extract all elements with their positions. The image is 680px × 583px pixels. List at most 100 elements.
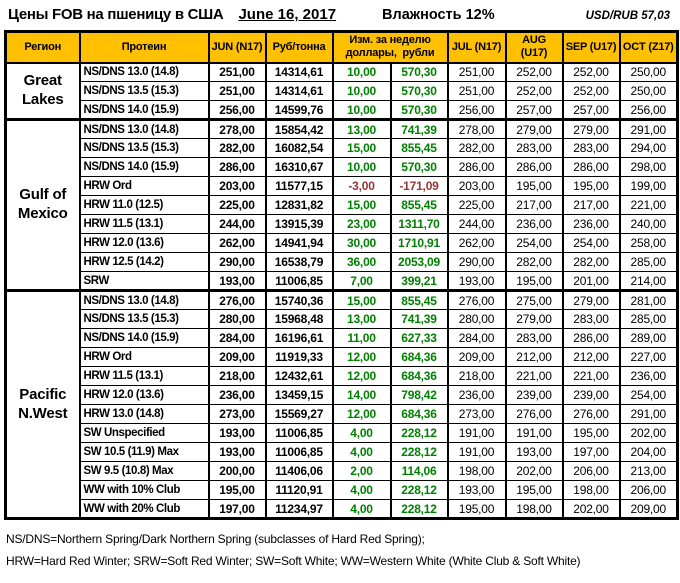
table-row: HRW 13.0 (14.8) 273,00 15569,27 12,00 684,36… (6, 404, 679, 424)
rub-per-ton-cell: 11406,06 (264, 461, 334, 481)
jul-price-cell: 193,00 (446, 271, 507, 291)
oct-price-cell: 291,00 (618, 404, 679, 424)
oct-price-cell: 214,00 (618, 271, 679, 291)
table-row: HRW 12.0 (13.6) 262,00 14941,94 30,00 1710,9… (6, 233, 679, 253)
header-jun: JUN (N17) (207, 31, 267, 64)
header-region: Регион (4, 31, 81, 64)
jun-price-cell: 256,00 (207, 100, 267, 120)
protein-cell: HRW 11.5 (13.1) (78, 366, 210, 386)
header-sep: SEP (U17) (561, 31, 621, 64)
rub-per-ton-cell: 14941,94 (264, 233, 334, 253)
aug-price-cell: 193,00 (504, 442, 564, 462)
change-rub-cell: 570,30 (389, 62, 449, 82)
aug-price-cell: 212,00 (504, 347, 564, 367)
jul-price-cell: 273,00 (446, 404, 507, 424)
aug-price-cell: 275,00 (504, 289, 564, 310)
jul-price-cell: 282,00 (446, 138, 507, 158)
aug-price-cell: 252,00 (504, 81, 564, 101)
jun-price-cell: 203,00 (207, 176, 267, 196)
aug-price-cell: 257,00 (504, 100, 564, 120)
table-row: WW with 20% Club 197,00 11234,97 4,00 228,12… (6, 499, 679, 519)
header-weekly-change: Изм. за неделю доллары, рубли (331, 31, 449, 64)
aug-price-cell: 195,00 (504, 271, 564, 291)
change-rub-cell: 798,42 (389, 385, 449, 405)
oct-price-cell: 254,00 (618, 385, 679, 405)
rub-per-ton-cell: 16082,54 (264, 138, 334, 158)
price-table-body: Great Lakes NS/DNS 13.0 (14.8) 251,00 14314… (4, 62, 679, 519)
oct-price-cell: 209,00 (618, 499, 679, 519)
table-row: HRW 12.0 (13.6) 236,00 13459,15 14,00 798,42… (6, 385, 679, 405)
protein-cell: WW with 20% Club (78, 499, 210, 519)
oct-price-cell: 236,00 (618, 366, 679, 386)
jun-price-cell: 251,00 (207, 81, 267, 101)
change-usd-cell: 10,00 (331, 157, 392, 177)
oct-price-cell: 258,00 (618, 233, 679, 253)
change-usd-cell: 36,00 (331, 252, 392, 272)
title-bar: Цены FOB на пшеницу в США June 16, 2017 … (0, 0, 680, 29)
jul-price-cell: 278,00 (446, 118, 507, 139)
sep-price-cell: 201,00 (561, 271, 621, 291)
protein-cell: NS/DNS 13.0 (14.8) (78, 289, 210, 310)
change-rub-cell: 228,12 (389, 480, 449, 500)
rub-per-ton-cell: 14314,61 (264, 62, 334, 82)
change-rub-cell: 855,45 (389, 138, 449, 158)
jul-price-cell: 290,00 (446, 252, 507, 272)
change-usd-cell: 4,00 (331, 499, 392, 519)
sep-price-cell: 252,00 (561, 81, 621, 101)
aug-price-cell: 252,00 (504, 62, 564, 82)
table-row: SW 10.5 (11.9) Max 193,00 11006,85 4,00 228,… (6, 442, 679, 462)
jun-price-cell: 218,00 (207, 366, 267, 386)
oct-price-cell: 285,00 (618, 309, 679, 329)
change-rub-cell: 570,30 (389, 100, 449, 120)
footnote-line-1: NS/DNS=Northern Spring/Dark Northern Spr… (6, 532, 425, 546)
protein-cell: NS/DNS 14.0 (15.9) (78, 100, 210, 120)
oct-price-cell: 281,00 (618, 289, 679, 310)
protein-cell: NS/DNS 14.0 (15.9) (78, 157, 210, 177)
aug-price-cell: 282,00 (504, 252, 564, 272)
change-rub-cell: 684,36 (389, 404, 449, 424)
jun-price-cell: 236,00 (207, 385, 267, 405)
oct-price-cell: 298,00 (618, 157, 679, 177)
rub-per-ton-cell: 15740,36 (264, 289, 334, 310)
protein-cell: NS/DNS 13.0 (14.8) (78, 118, 210, 139)
aug-price-cell: 191,00 (504, 423, 564, 443)
jun-price-cell: 193,00 (207, 442, 267, 462)
sep-price-cell: 254,00 (561, 233, 621, 253)
aug-price-cell: 286,00 (504, 157, 564, 177)
sep-price-cell: 236,00 (561, 214, 621, 234)
usd-rub-rate: USD/RUB 57,03 (585, 10, 670, 22)
header-row: Регион Протеин JUN (N17) Руб/тонна Изм. … (4, 31, 679, 64)
change-usd-cell: 11,00 (331, 328, 392, 348)
oct-price-cell: 291,00 (618, 118, 679, 139)
region-cell: Great Lakes (4, 62, 81, 120)
table-row: HRW Ord 209,00 11919,33 12,00 684,36 209,00 21… (6, 347, 679, 367)
sep-price-cell: 239,00 (561, 385, 621, 405)
sep-price-cell: 283,00 (561, 138, 621, 158)
jun-price-cell: 276,00 (207, 289, 267, 310)
table-row: NS/DNS 13.5 (15.3) 280,00 15968,48 13,00 741… (6, 309, 679, 329)
oct-price-cell: 202,00 (618, 423, 679, 443)
change-rub-cell: 741,39 (389, 309, 449, 329)
jul-price-cell: 276,00 (446, 289, 507, 310)
change-usd-cell: 10,00 (331, 81, 392, 101)
rub-per-ton-cell: 11006,85 (264, 423, 334, 443)
sep-price-cell: 217,00 (561, 195, 621, 215)
sep-price-cell: 279,00 (561, 118, 621, 139)
jul-price-cell: 256,00 (446, 100, 507, 120)
sep-price-cell: 195,00 (561, 176, 621, 196)
header-weekly-change-line2: доллары, рубли (345, 47, 435, 60)
rub-per-ton-cell: 11006,85 (264, 271, 334, 291)
protein-cell: NS/DNS 13.5 (15.3) (78, 81, 210, 101)
oct-price-cell: 221,00 (618, 195, 679, 215)
sep-price-cell: 252,00 (561, 62, 621, 82)
rub-per-ton-cell: 12432,61 (264, 366, 334, 386)
jul-price-cell: 251,00 (446, 81, 507, 101)
aug-price-cell: 221,00 (504, 366, 564, 386)
oct-price-cell: 240,00 (618, 214, 679, 234)
jun-price-cell: 193,00 (207, 423, 267, 443)
change-usd-cell: 15,00 (331, 195, 392, 215)
protein-cell: HRW Ord (78, 347, 210, 367)
header-rub-per-ton: Руб/тонна (264, 31, 334, 64)
sep-price-cell: 221,00 (561, 366, 621, 386)
change-rub-cell: 684,36 (389, 366, 449, 386)
